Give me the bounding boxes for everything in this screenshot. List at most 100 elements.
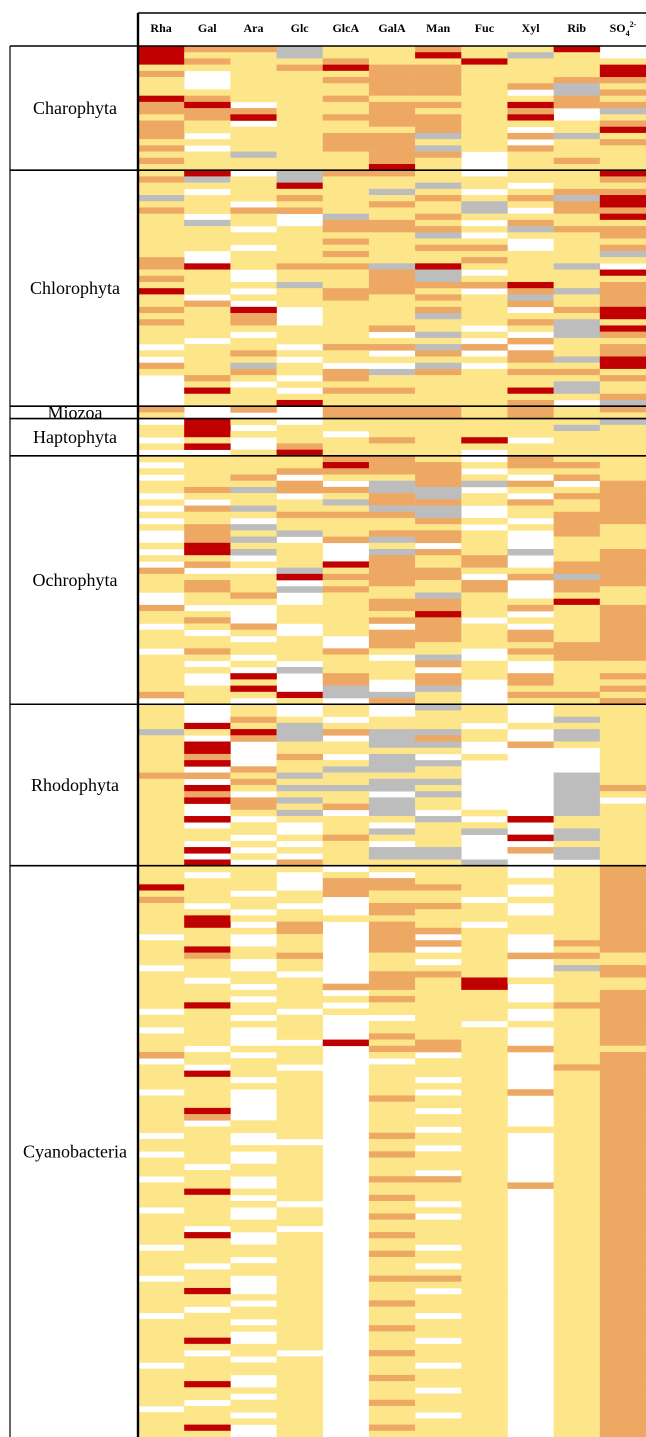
- heatmap-cell: [230, 803, 277, 811]
- heatmap-cell: [461, 1064, 508, 1071]
- heatmap-cell: [276, 132, 324, 140]
- heatmap-cell: [415, 1232, 462, 1239]
- heatmap-cell: [599, 1263, 646, 1270]
- heatmap-cell: [230, 530, 277, 537]
- heatmap-cell: [415, 1350, 462, 1357]
- heatmap-cell: [461, 418, 508, 426]
- heatmap-cell: [184, 1331, 231, 1338]
- heatmap-cell: [368, 530, 416, 537]
- heatmap-cell: [276, 1405, 324, 1413]
- heatmap-cell: [553, 1020, 601, 1028]
- column-labels: Rha Gal Ara Glc GlcA GalA Man Fuc Xyl Rib SO42-: [150, 20, 636, 38]
- heatmap-cell: [276, 1325, 324, 1332]
- heatmap-cell: [322, 238, 370, 246]
- heatmap-cell: [599, 1418, 646, 1425]
- heatmap-cell: [461, 70, 508, 78]
- heatmap-cell: [230, 660, 277, 668]
- heatmap-cell: [138, 182, 185, 190]
- heatmap-cell: [553, 1232, 601, 1239]
- heatmap-cell: [415, 1120, 462, 1127]
- heatmap-cell: [553, 462, 601, 469]
- heatmap-cell: [599, 511, 646, 519]
- heatmap-cell: [138, 1225, 185, 1233]
- heatmap-cell: [415, 760, 462, 767]
- heatmap-cell: [415, 132, 462, 140]
- heatmap-cell: [184, 1244, 231, 1252]
- heatmap-cell: [230, 586, 277, 593]
- heatmap-cell: [184, 375, 231, 382]
- heatmap-cell: [599, 232, 646, 239]
- heatmap-cell: [138, 443, 185, 450]
- heatmap-cell: [368, 691, 416, 699]
- heatmap-cell: [461, 1325, 508, 1332]
- heatmap-cell: [415, 1008, 462, 1016]
- heatmap-cell: [230, 337, 277, 345]
- heatmap-cell: [599, 1207, 646, 1214]
- heatmap-cell: [368, 120, 416, 128]
- heatmap-cell: [230, 685, 277, 693]
- heatmap-cell: [415, 580, 462, 587]
- heatmap-cell: [230, 219, 277, 227]
- heatmap-cell: [553, 673, 601, 680]
- heatmap-cell: [368, 480, 416, 488]
- heatmap-cell: [599, 120, 646, 128]
- heatmap-cell: [322, 157, 370, 165]
- heatmap-cell: [368, 1151, 416, 1158]
- heatmap-cell: [415, 232, 462, 239]
- heatmap-cell: [322, 244, 370, 252]
- heatmap-cell: [553, 1070, 601, 1078]
- heatmap-cell: [461, 1387, 508, 1394]
- heatmap-cell: [553, 368, 601, 376]
- heatmap-cell: [230, 1294, 277, 1301]
- heatmap-cell: [184, 555, 231, 562]
- heatmap-cell: [230, 840, 277, 848]
- heatmap-cell: [368, 1331, 416, 1338]
- heatmap-cell: [276, 462, 324, 469]
- heatmap-cell: [415, 673, 462, 680]
- heatmap-cell: [276, 517, 324, 525]
- heatmap-cell: [553, 598, 601, 606]
- heatmap-cell: [461, 108, 508, 115]
- heatmap-cell: [415, 83, 462, 90]
- heatmap-cell: [599, 331, 646, 339]
- heatmap-cell: [368, 1008, 416, 1016]
- heatmap-cell: [138, 1250, 185, 1258]
- heatmap-cell: [322, 462, 370, 469]
- heatmap-cell: [322, 331, 370, 339]
- heatmap-cell: [553, 952, 601, 960]
- heatmap-cell: [184, 1002, 231, 1009]
- heatmap-cell: [276, 1151, 324, 1158]
- heatmap-cell: [368, 784, 416, 792]
- heatmap-cell: [599, 1319, 646, 1326]
- heatmap-cell: [138, 139, 185, 146]
- heatmap-cell: [368, 306, 416, 314]
- heatmap-cell: [184, 126, 231, 134]
- heatmap-cell: [322, 455, 370, 463]
- heatmap-cell: [553, 188, 601, 196]
- heatmap-cell: [230, 306, 277, 314]
- heatmap-cell: [184, 1089, 231, 1096]
- heatmap-cell: [415, 536, 462, 544]
- heatmap-cell: [461, 145, 508, 152]
- heatmap-cell: [230, 462, 277, 469]
- heatmap-cell: [138, 828, 185, 835]
- heatmap-cell: [553, 1002, 601, 1009]
- heatmap-cell: [415, 1002, 462, 1009]
- heatmap-cell: [461, 1343, 508, 1351]
- heatmap-cell: [368, 946, 416, 953]
- heatmap-cell: [138, 1120, 185, 1127]
- heatmap-cell: [553, 493, 601, 500]
- heatmap-cell: [230, 772, 277, 780]
- heatmap-cell: [415, 250, 462, 258]
- heatmap-cell: [415, 778, 462, 786]
- heatmap-cell: [415, 834, 462, 842]
- heatmap-cell: [599, 275, 646, 283]
- heatmap-cell: [138, 170, 185, 177]
- heatmap-cell: [138, 859, 185, 866]
- heatmap-cell: [368, 431, 416, 438]
- heatmap-cell: [599, 269, 646, 277]
- heatmap-cell: [276, 1281, 324, 1289]
- heatmap-cell: [415, 1331, 462, 1338]
- heatmap-cell: [599, 629, 646, 637]
- heatmap-cell: [415, 213, 462, 221]
